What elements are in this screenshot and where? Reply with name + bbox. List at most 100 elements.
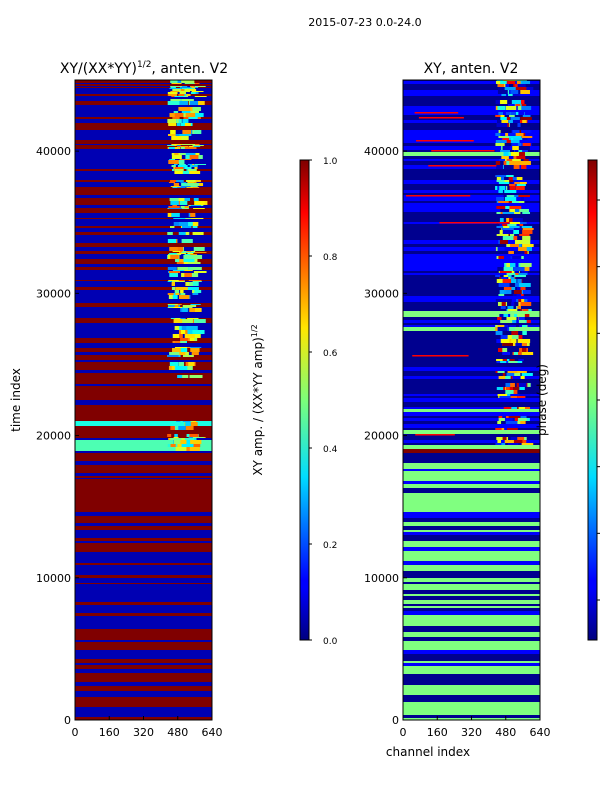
- heatmap-cell: [167, 119, 177, 123]
- heatmap-row: [75, 153, 212, 155]
- heatmap-cell: [517, 201, 525, 203]
- heatmap-row: [75, 262, 212, 264]
- heatmap-row: [403, 644, 540, 646]
- heatmap-row: [403, 94, 540, 96]
- heatmap-row: [75, 533, 212, 537]
- heatmap-row: [75, 191, 212, 192]
- heatmap-cell: [506, 273, 514, 275]
- heatmap-cell: [185, 232, 189, 235]
- heatmap-cell: [519, 387, 525, 390]
- heatmap-cell: [194, 167, 198, 169]
- heatmap-row: [403, 159, 540, 161]
- heatmap-cell: [177, 375, 185, 378]
- heatmap-cell: [496, 177, 501, 180]
- heatmap-cell: [520, 197, 524, 201]
- heatmap-row: [75, 606, 212, 610]
- heatmap-row: [403, 702, 540, 705]
- heatmap-row: [403, 287, 540, 290]
- heatmap-cell: [191, 91, 204, 92]
- heatmap-row: [403, 500, 540, 503]
- panel-amplitude-title-sup: 1/2: [137, 60, 151, 70]
- heatmap-cell: [514, 177, 523, 180]
- heatmap-cell: [181, 99, 189, 101]
- heatmap-row: [403, 460, 540, 463]
- heatmap-row: [75, 508, 212, 509]
- heatmap-cell: [168, 295, 173, 299]
- heatmap-cell: [511, 201, 519, 203]
- heatmap-row: [403, 224, 540, 226]
- heatmap-row: [403, 184, 540, 186]
- heatmap-cell: [512, 159, 521, 161]
- heatmap-cell: [498, 283, 510, 287]
- heatmap-cell: [170, 130, 176, 134]
- heatmap-row: [403, 84, 540, 87]
- heatmap-cell: [184, 273, 195, 277]
- heatmap-row: [403, 574, 540, 578]
- x-tick-label: 480: [167, 726, 188, 739]
- y-tick-label: 10000: [364, 572, 399, 585]
- heatmap-cell: [182, 130, 192, 134]
- heatmap-cell: [179, 201, 188, 205]
- colorbar-tick-label: 0.2: [323, 541, 337, 551]
- heatmap-row: [75, 665, 212, 669]
- heatmap-row: [75, 579, 212, 581]
- heatmap-row: [75, 343, 212, 347]
- heatmap-row: [75, 111, 212, 113]
- heatmap-row: [403, 608, 540, 611]
- heatmap-row: [75, 136, 212, 140]
- heatmap-cell: [189, 171, 201, 174]
- heatmap-cell: [513, 267, 525, 271]
- heatmap-cell: [495, 161, 501, 165]
- heatmap-cell: [175, 287, 188, 290]
- heatmap-row: [75, 539, 212, 541]
- heatmap-cell: [513, 390, 518, 394]
- heatmap-row: [75, 473, 212, 476]
- heatmap-row: [75, 384, 212, 386]
- heatmap-cell: [499, 186, 506, 190]
- heatmap-row: [403, 175, 540, 177]
- heatmap-row: [75, 144, 212, 145]
- heatmap-cell: [514, 314, 520, 317]
- heatmap-row: [75, 546, 212, 549]
- heatmap-cell: [194, 101, 205, 105]
- heatmap-row: [403, 421, 540, 424]
- heatmap-row: [75, 611, 212, 613]
- heatmap-cell: [510, 244, 519, 247]
- heatmap-row: [75, 155, 212, 159]
- heatmap-cell: [497, 317, 502, 320]
- heatmap-cell: [515, 87, 527, 90]
- heatmap-cell: [517, 314, 525, 317]
- heatmap-cell: [504, 294, 508, 296]
- heatmap-row: [403, 424, 540, 428]
- heatmap-row: [403, 271, 540, 273]
- heatmap-row: [403, 355, 540, 359]
- heatmap-cell: [170, 255, 179, 259]
- heatmap-cell: [185, 422, 191, 426]
- heatmap-cell: [182, 308, 188, 312]
- heatmap-row: [75, 629, 212, 631]
- heatmap-row: [75, 380, 212, 382]
- heatmap-cell: [172, 144, 183, 145]
- heatmap-cell: [174, 434, 178, 437]
- heatmap-cell: [500, 320, 513, 323]
- heatmap-cell: [172, 89, 181, 91]
- heatmap-row: [75, 476, 212, 478]
- heatmap-cell: [500, 306, 506, 309]
- heatmap-row: [75, 602, 212, 605]
- heatmap-cell: [405, 195, 471, 197]
- heatmap-cell: [520, 376, 525, 379]
- heatmap-cell: [180, 147, 185, 149]
- panel-amplitude-ylabel: time index: [9, 368, 23, 432]
- heatmap-row: [75, 117, 212, 119]
- heatmap-row: [75, 470, 212, 473]
- heatmap-row: [75, 86, 212, 87]
- heatmap-cell: [520, 222, 527, 224]
- heatmap-cell: [175, 293, 180, 295]
- heatmap-cell: [169, 352, 180, 355]
- heatmap-cell: [509, 218, 515, 222]
- heatmap-cell: [176, 101, 188, 105]
- heatmap-cell: [184, 254, 195, 255]
- heatmap-cell: [506, 263, 511, 267]
- heatmap-row: [403, 543, 540, 547]
- heatmap-row: [75, 303, 212, 304]
